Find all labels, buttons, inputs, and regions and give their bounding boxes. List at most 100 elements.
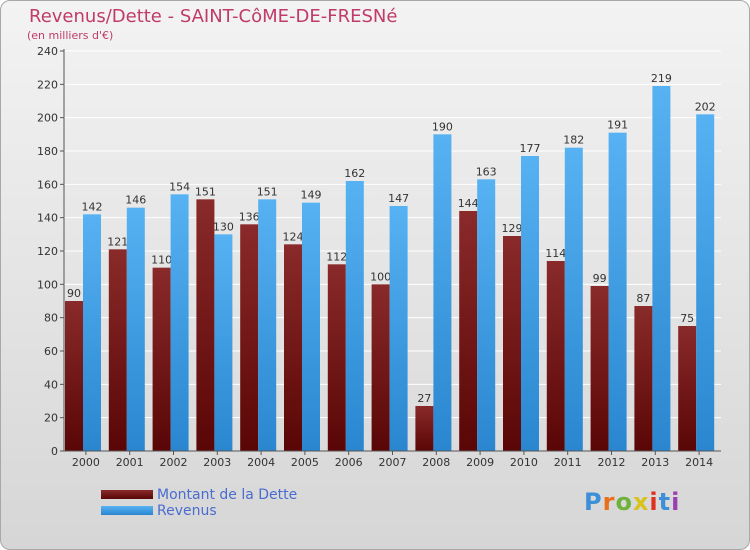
y-tick-label: 0 [51, 445, 58, 458]
data-label-dette: 99 [593, 272, 607, 285]
logo-letter: t [658, 488, 672, 516]
data-label-dette: 124 [283, 230, 304, 243]
bar-dette [415, 406, 434, 451]
x-tick-label: 2010 [510, 456, 538, 469]
bar-revenus [521, 156, 539, 451]
y-tick-label: 80 [44, 312, 58, 325]
data-label-revenus: 151 [257, 185, 278, 198]
bar-dette [65, 301, 83, 451]
x-tick-label: 2000 [72, 456, 100, 469]
x-tick-label: 2001 [116, 456, 144, 469]
data-label-dette: 110 [151, 254, 172, 267]
y-tick-label: 220 [37, 78, 58, 91]
data-label-revenus: 146 [125, 194, 146, 207]
bar-dette [503, 236, 521, 451]
bar-dette [196, 199, 215, 451]
bar-dette [546, 261, 565, 451]
bar-dette [634, 306, 653, 451]
bar-revenus [345, 181, 364, 451]
data-label-revenus: 182 [563, 134, 584, 147]
logo-letter: o [615, 488, 633, 516]
data-label-revenus: 190 [432, 120, 453, 133]
y-tick-label: 200 [37, 112, 58, 125]
logo-letter: i [671, 488, 681, 516]
y-tick-label: 140 [37, 212, 58, 225]
data-label-dette: 114 [545, 247, 566, 260]
y-tick-label: 100 [37, 278, 58, 291]
data-label-dette: 144 [458, 197, 479, 210]
bar-revenus [477, 179, 496, 452]
y-tick-label: 240 [37, 45, 58, 58]
bar-dette [459, 211, 478, 451]
axis-layer: 0 20 40 60 80 100 120 140 160 180 200 220 240 2000 200… [37, 45, 721, 469]
x-tick-label: 2003 [203, 456, 231, 469]
bar-dette [152, 267, 171, 451]
data-label-dette: 129 [502, 222, 523, 235]
logo-letter: i [649, 488, 659, 516]
bar-revenus [696, 114, 715, 451]
chart-subtitle: (en milliers d'€) [27, 29, 114, 42]
data-label-revenus: 154 [169, 180, 190, 193]
data-label-revenus: 130 [213, 220, 234, 233]
y-tick-label: 60 [44, 345, 58, 358]
bar-revenus [83, 214, 101, 451]
data-label-revenus: 142 [82, 200, 103, 213]
logo-letter: P [584, 488, 603, 516]
bar-dette [371, 284, 390, 451]
bar-revenus [170, 194, 189, 452]
proxiti-logo: Proxiti [584, 488, 680, 516]
data-label-dette: 136 [239, 210, 260, 223]
bar-dette [108, 249, 127, 451]
data-label-revenus: 162 [344, 167, 365, 180]
x-tick-label: 2004 [247, 456, 275, 469]
legend-label-revenus: Revenus [157, 503, 217, 519]
data-label-dette: 90 [67, 287, 81, 300]
bar-revenus [389, 206, 408, 451]
y-tick-label: 160 [37, 178, 58, 191]
data-label-revenus: 202 [695, 100, 716, 113]
data-label-dette: 100 [370, 270, 391, 283]
data-label-dette: 87 [636, 292, 650, 305]
y-tick-label: 40 [44, 378, 58, 391]
bar-revenus [258, 199, 277, 451]
legend-label-dette: Montant de la Dette [157, 487, 298, 503]
x-tick-label: 2005 [291, 456, 319, 469]
data-label-dette: 75 [680, 312, 694, 325]
bar-revenus [126, 207, 145, 451]
data-label-revenus: 177 [520, 142, 541, 155]
chart-title: Revenus/Dette - SAINT-CôME-DE-FRESNé [29, 6, 398, 27]
y-tick-label: 20 [44, 412, 58, 425]
data-label-revenus: 147 [388, 192, 409, 205]
data-label-revenus: 219 [651, 72, 672, 85]
x-tick-label: 2014 [685, 456, 713, 469]
bar-revenus [652, 86, 671, 451]
bar-revenus [302, 202, 320, 451]
bar-layer: 90 142 121 146 110 154 151 130 136 151 124 149 112 16… [65, 72, 716, 452]
x-tick-label: 2007 [379, 456, 407, 469]
x-tick-label: 2012 [598, 456, 626, 469]
data-label-dette: 112 [326, 250, 347, 263]
y-tick-label: 120 [37, 245, 58, 258]
bar-revenus [608, 132, 627, 451]
bar-dette [678, 326, 697, 451]
logo-letter: x [632, 488, 650, 516]
bar-dette [590, 286, 609, 451]
bar-revenus [564, 147, 583, 451]
x-tick-label: 2011 [554, 456, 582, 469]
bar-revenus [214, 234, 233, 451]
bar-dette [240, 224, 259, 451]
data-label-dette: 121 [107, 235, 128, 248]
data-label-revenus: 149 [301, 189, 322, 202]
x-tick-label: 2002 [160, 456, 188, 469]
x-tick-label: 2008 [422, 456, 450, 469]
data-label-revenus: 191 [607, 119, 628, 132]
logo-letter: r [602, 488, 616, 516]
x-tick-label: 2009 [466, 456, 494, 469]
legend-swatch-revenus [101, 506, 153, 515]
bar-dette [284, 244, 302, 451]
bar-dette [327, 264, 346, 451]
data-label-dette: 151 [195, 185, 216, 198]
x-tick-label: 2013 [641, 456, 669, 469]
x-tick-label: 2006 [335, 456, 363, 469]
